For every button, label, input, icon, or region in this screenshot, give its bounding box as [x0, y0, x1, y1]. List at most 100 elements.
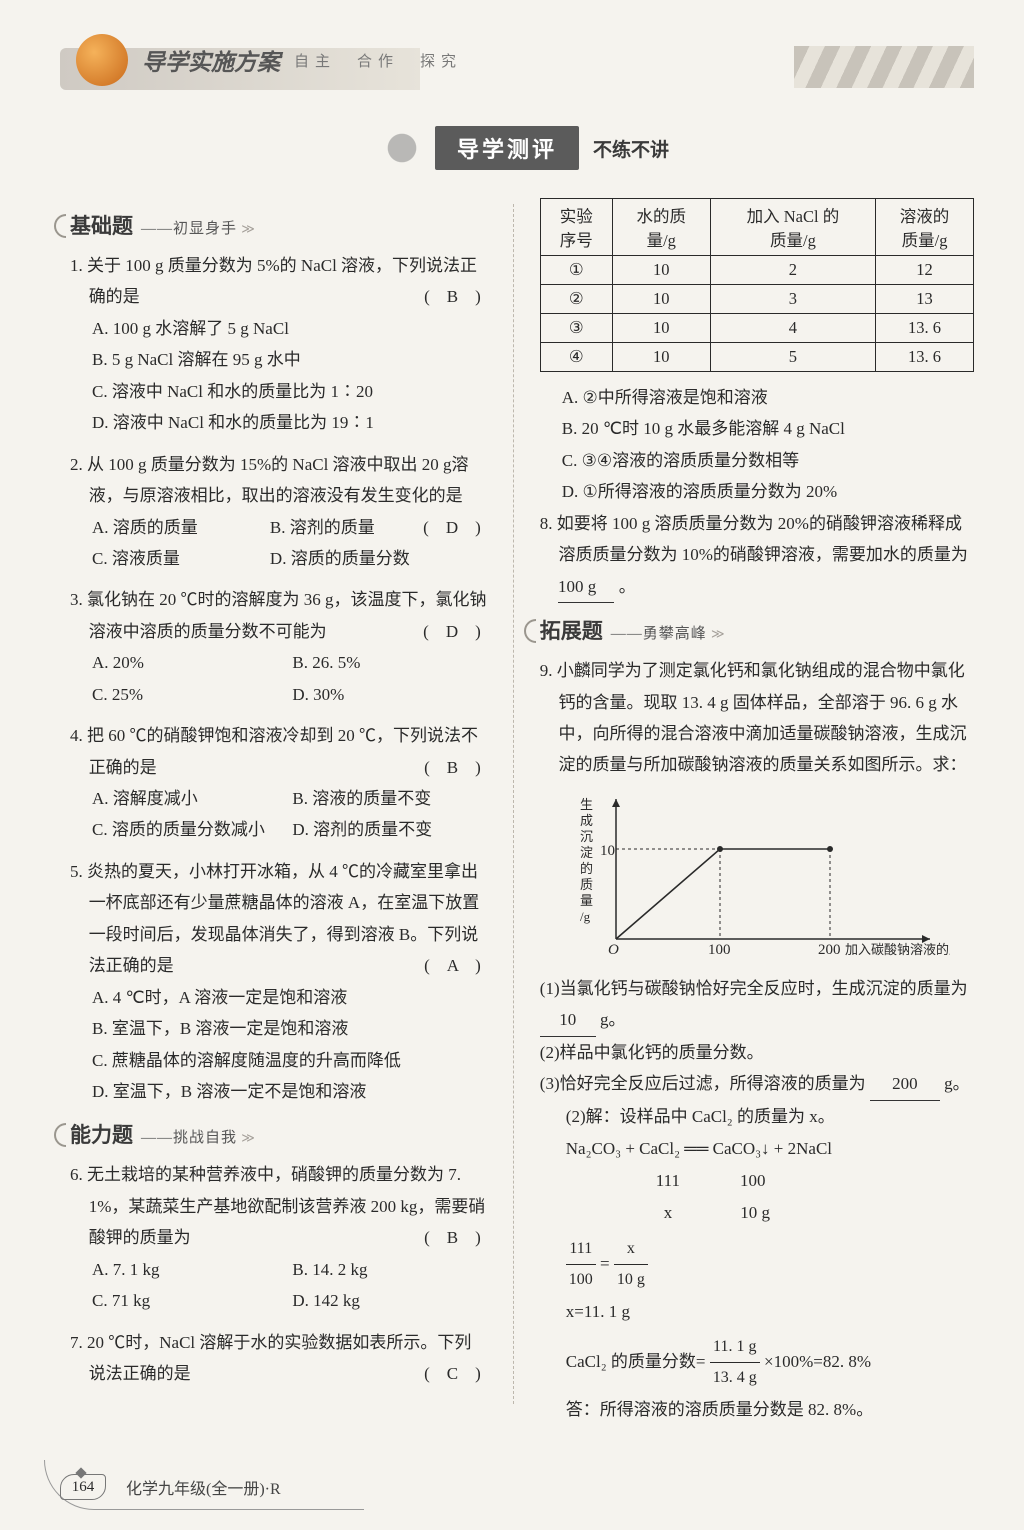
sol-frac-right: x 10 g — [614, 1234, 648, 1296]
q4-stem: 4. 把 60 ℃的硝酸钾饱和溶液冷却到 20 ℃，下列说法不正确的是 — [70, 726, 478, 776]
q2-opt-d: D. 溶质的质量分数 — [270, 543, 442, 574]
eval-subtitle: 不练不讲 — [593, 135, 669, 162]
th-2a: 加入 NaCl 的 — [747, 207, 840, 226]
table-row: ③ 10 4 13. 6 — [540, 314, 973, 343]
chart-yl-7: /g — [580, 909, 591, 924]
q7-data-table: 实验序号 水的质量/g 加入 NaCl 的质量/g 溶液的质量/g ① 10 2… — [540, 198, 974, 372]
chart-origin: O — [608, 942, 619, 958]
sol-equation: Na₂CO₃ + CaCl₂ ══ CaCO₃↓ + 2NaCl — [566, 1133, 974, 1165]
q1-opt-b: B. 5 g NaCl 溶解在 95 g 水中 — [92, 344, 487, 375]
cell: 13. 6 — [876, 343, 974, 372]
q7-opt-c: C. ③④溶液的溶质质量分数相等 — [562, 445, 974, 476]
cell: 3 — [710, 285, 875, 314]
section-extend-sub: ——勇攀高峰 — [611, 622, 726, 643]
section-basic-title: 基础题 — [70, 210, 133, 240]
cell: 13 — [876, 285, 974, 314]
q6-opt-d: D. 142 kg — [292, 1285, 486, 1316]
header-title: 导学实施方案 — [142, 43, 280, 77]
eval-title: 导学测评 — [435, 126, 579, 170]
chart-yl-4: 的 — [580, 861, 593, 876]
q6-opt-a: A. 7. 1 kg — [92, 1254, 286, 1285]
cell: 10 — [612, 314, 710, 343]
q1-opt-d: D. 溶液中 NaCl 和水的质量比为 19∶1 — [92, 407, 487, 438]
q4-opt-b: B. 溶液的质量不变 — [292, 783, 486, 814]
question-3: 3. 氯化钠在 20 ℃时的溶解度为 36 g，该温度下，氯化钠溶液中溶质的质量… — [70, 584, 487, 710]
mascot-icon — [76, 34, 128, 86]
question-6: 6. 无土栽培的某种营养液中，硝酸钾的质量分数为 7. 1%，某蔬菜生产基地欲配… — [70, 1159, 487, 1316]
table-row: ① 10 2 12 — [540, 256, 973, 285]
q9-solution: (2)解：设样品中 CaCl₂ 的质量为 x。 Na₂CO₃ + CaCl₂ ═… — [540, 1101, 974, 1426]
th-3b: 质量/g — [902, 231, 948, 250]
cell: 12 — [876, 256, 974, 285]
th-0a: 实验 — [560, 207, 593, 226]
q4-opt-a: A. 溶解度减小 — [92, 783, 286, 814]
chart-yl-3: 淀 — [580, 845, 593, 860]
q8-answer-blank: 100 g — [558, 571, 614, 603]
table-header-row: 实验序号 水的质量/g 加入 NaCl 的质量/g 溶液的质量/g — [540, 199, 973, 256]
chart-xtick-1: 100 — [708, 942, 731, 958]
sol-m1: 111 — [656, 1165, 680, 1197]
cell: 2 — [710, 256, 875, 285]
question-7-stem: 7. 20 ℃时，NaCl 溶解于水的实验数据如表所示。下列说法正确的是( C … — [70, 1327, 487, 1390]
sol-x1: x — [664, 1197, 673, 1229]
two-column-layout: 基础题 ——初显身手 1. 关于 100 g 质量分数为 5%的 NaCl 溶液… — [70, 198, 974, 1436]
section-extend: 拓展题 ——勇攀高峰 — [540, 615, 974, 645]
column-divider — [513, 204, 514, 1404]
q9-p1: (1)当氯化钙与碳酸钠恰好完全反应时，生成沉淀的质量为 — [540, 979, 968, 998]
q2-stem: 2. 从 100 g 质量分数为 15%的 NaCl 溶液中取出 20 g溶液，… — [70, 455, 469, 505]
question-9: 9. 小麟同学为了测定氯化钙和氯化钠组成的混合物中氯化钙的含量。现取 13. 4… — [540, 655, 974, 1426]
q9-stem: 9. 小麟同学为了测定氯化钙和氯化钠组成的混合物中氯化钙的含量。现取 13. 4… — [540, 655, 974, 781]
q5-answer: ( A ) — [443, 950, 481, 981]
chart-yl-1: 成 — [580, 813, 593, 828]
q6-stem: 6. 无土栽培的某种营养液中，硝酸钾的质量分数为 7. 1%，某蔬菜生产基地欲配… — [70, 1165, 485, 1247]
sol-intro: (2)解：设样品中 CaCl₂ 的质量为 x。 — [566, 1101, 974, 1133]
chart-ytick: 10 — [600, 843, 615, 859]
q8-tail: 。 — [619, 577, 636, 596]
chart-xlabel-1: 加入碳酸钠溶液的质量/g — [845, 942, 950, 957]
q7-opt-b: B. 20 ℃时 10 g 水最多能溶解 4 g NaCl — [562, 413, 974, 444]
chart-yl-5: 质 — [580, 877, 593, 892]
q3-answer: ( D ) — [442, 616, 481, 647]
q2-opt-b: B. 溶剂的质量 — [270, 512, 442, 543]
chart-yl-2: 沉 — [580, 829, 593, 844]
q7-stem: 7. 20 ℃时，NaCl 溶解于水的实验数据如表所示。下列说法正确的是 — [70, 1333, 471, 1383]
book-title: 化学九年级(全一册)·R — [126, 1475, 281, 1499]
question-1: 1. 关于 100 g 质量分数为 5%的 NaCl 溶液，下列说法正确的是( … — [70, 250, 487, 439]
right-column: 实验序号 水的质量/g 加入 NaCl 的质量/g 溶液的质量/g ① 10 2… — [540, 198, 974, 1436]
section-ability: 能力题 ——挑战自我 — [70, 1119, 487, 1149]
q5-opt-a: A. 4 ℃时，A 溶液一定是饱和溶液 — [92, 982, 487, 1013]
cell: 13. 6 — [876, 314, 974, 343]
cell: 4 — [710, 314, 875, 343]
sol-pct-pre: CaCl₂ 的质量分数= — [566, 1352, 706, 1371]
q7-options: A. ②中所得溶液是饱和溶液 B. 20 ℃时 10 g 水最多能溶解 4 g … — [540, 382, 974, 508]
q1-stem: 1. 关于 100 g 质量分数为 5%的 NaCl 溶液，下列说法正确的是 — [70, 256, 477, 306]
question-2: 2. 从 100 g 质量分数为 15%的 NaCl 溶液中取出 20 g溶液，… — [70, 449, 487, 575]
sol-pct-frac: 11. 1 g 13. 4 g — [710, 1332, 760, 1394]
q8-stem: 8. 如要将 100 g 溶质质量分数为 20%的硝酸钾溶液稀释成溶质质量分数为… — [540, 514, 968, 564]
th-3a: 溶液的 — [900, 207, 950, 226]
q2-answer: ( D ) — [442, 512, 481, 543]
cell: 10 — [612, 285, 710, 314]
th-1a: 水的质 — [637, 207, 687, 226]
q1-opt-a: A. 100 g 水溶解了 5 g NaCl — [92, 313, 487, 344]
cell: 10 — [612, 343, 710, 372]
page-footer: 164 化学九年级(全一册)·R — [60, 1474, 281, 1500]
section-ability-title: 能力题 — [70, 1119, 133, 1149]
sol-final: 答：所得溶液的溶质质量分数是 82. 8%。 — [566, 1394, 974, 1426]
th-2b: 质量/g — [770, 231, 816, 250]
q3-opt-b: B. 26. 5% — [292, 647, 486, 678]
cell: 10 — [612, 256, 710, 285]
page-number: 164 — [60, 1474, 106, 1500]
section-ability-sub: ——挑战自我 — [141, 1126, 256, 1147]
left-column: 基础题 ——初显身手 1. 关于 100 g 质量分数为 5%的 NaCl 溶液… — [70, 198, 487, 1436]
question-4: 4. 把 60 ℃的硝酸钾饱和溶液冷却到 20 ℃，下列说法不正确的是( B )… — [70, 720, 487, 846]
q3-opt-a: A. 20% — [92, 647, 286, 678]
sol-x-value: x=11. 1 g — [566, 1296, 974, 1328]
q9-p2: (2)样品中氯化钙的质量分数。 — [540, 1037, 974, 1068]
q9-p3-tail: g。 — [944, 1074, 970, 1093]
q2-opt-a: A. 溶质的质量 — [92, 512, 264, 543]
header-subtitle: 自主 合作 探究 — [294, 50, 462, 71]
q9-p3-fill: 200 — [870, 1068, 940, 1100]
q6-opt-b: B. 14. 2 kg — [292, 1254, 486, 1285]
q6-answer: ( B ) — [443, 1222, 481, 1253]
